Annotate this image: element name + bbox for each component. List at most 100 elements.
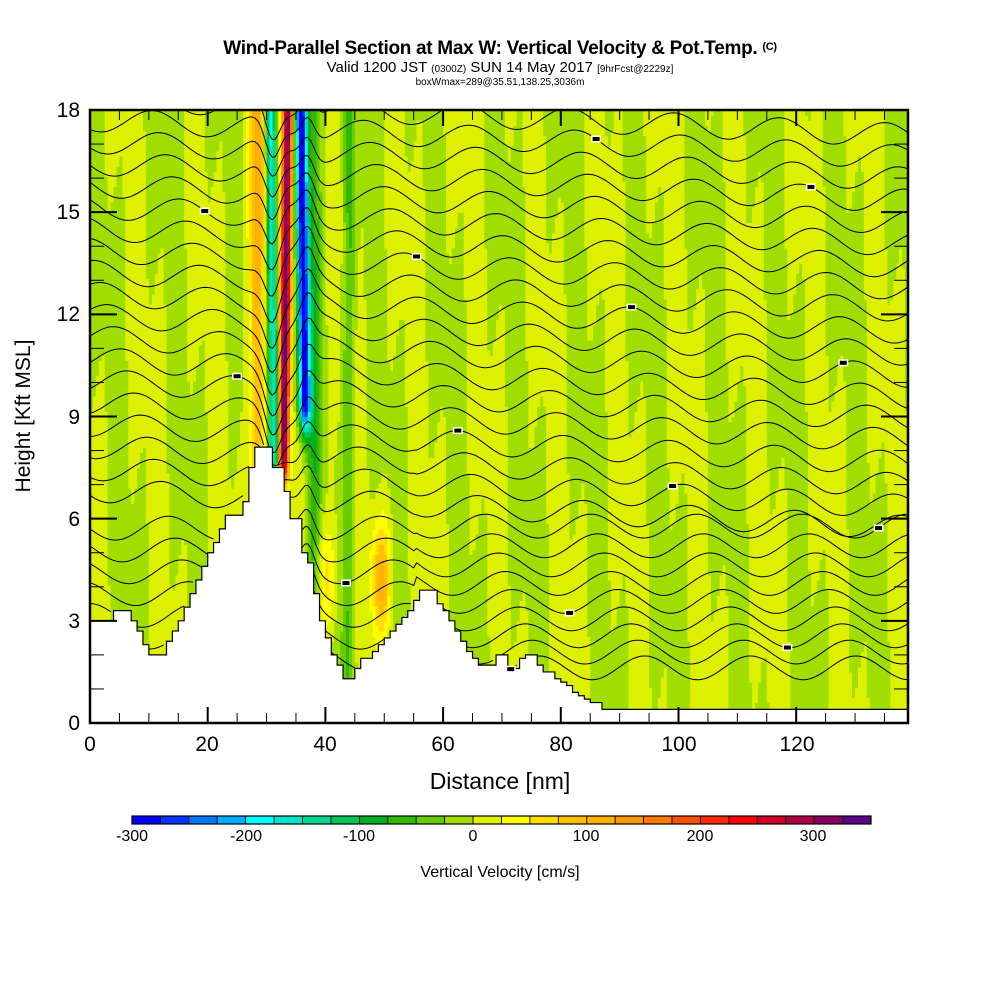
field-cell bbox=[375, 554, 379, 607]
field-cell bbox=[272, 130, 276, 310]
field-cell bbox=[831, 401, 836, 723]
field-cell bbox=[490, 110, 494, 356]
field-cell bbox=[899, 247, 903, 723]
field-cell bbox=[213, 171, 218, 683]
field-cell bbox=[872, 110, 877, 494]
field-cell bbox=[363, 299, 368, 709]
field-cell bbox=[163, 304, 168, 723]
field-cell bbox=[281, 457, 285, 464]
field-cell bbox=[184, 110, 188, 249]
contour-label-glyph bbox=[839, 360, 847, 365]
field-cell bbox=[116, 110, 121, 167]
field-cell bbox=[443, 110, 447, 137]
field-cell bbox=[731, 110, 735, 418]
field-cell bbox=[475, 110, 479, 535]
field-cell bbox=[298, 416, 303, 423]
field-cell bbox=[119, 155, 123, 663]
field-cell bbox=[407, 171, 412, 586]
field-cell bbox=[778, 110, 783, 469]
field-cell bbox=[478, 110, 482, 515]
field-cell bbox=[707, 130, 712, 576]
field-cell bbox=[849, 110, 853, 208]
field-cell bbox=[863, 110, 868, 300]
field-cell bbox=[631, 431, 635, 723]
field-cell bbox=[216, 110, 221, 152]
field-cell bbox=[781, 457, 786, 723]
field-cell bbox=[301, 421, 306, 428]
field-cell bbox=[702, 288, 706, 723]
colorbar-tick-label: 300 bbox=[799, 828, 827, 845]
field-cell bbox=[219, 140, 224, 647]
field-cell bbox=[819, 110, 824, 561]
field-cell bbox=[284, 110, 288, 116]
field-cell bbox=[301, 442, 306, 453]
field-cell bbox=[298, 355, 303, 397]
field-cell bbox=[307, 426, 312, 433]
field-cell bbox=[313, 472, 318, 545]
field-cell bbox=[316, 217, 321, 504]
colorbar-swatch bbox=[728, 815, 758, 825]
field-cell bbox=[113, 110, 118, 188]
field-cell bbox=[384, 110, 388, 249]
field-cell bbox=[743, 385, 747, 723]
field-cell bbox=[225, 360, 229, 637]
field-cell bbox=[675, 110, 680, 504]
x-tick-label: 100 bbox=[661, 733, 697, 756]
field-cell bbox=[343, 222, 347, 351]
field-cell bbox=[840, 355, 844, 723]
field-cell bbox=[440, 406, 444, 723]
field-cell bbox=[375, 533, 379, 556]
field-cell bbox=[463, 299, 468, 693]
field-cell bbox=[337, 110, 341, 423]
field-cell bbox=[363, 110, 368, 300]
field-cell bbox=[660, 191, 665, 678]
field-cell bbox=[490, 355, 494, 723]
field-cell bbox=[746, 523, 750, 723]
field-cell bbox=[481, 110, 485, 499]
field-cell bbox=[310, 431, 315, 458]
field-cell bbox=[690, 110, 694, 331]
field-cell bbox=[887, 641, 891, 723]
field-cell bbox=[410, 161, 415, 658]
field-cell bbox=[307, 324, 312, 377]
colorbar-swatch bbox=[444, 815, 474, 825]
field-cell bbox=[693, 110, 697, 310]
field-cell bbox=[301, 431, 306, 438]
theta-contour-line bbox=[90, 480, 908, 538]
field-cell bbox=[805, 110, 809, 116]
field-cell bbox=[284, 482, 288, 489]
field-cell bbox=[890, 299, 894, 723]
field-cell bbox=[769, 110, 774, 515]
field-cell bbox=[378, 528, 382, 545]
field-cell bbox=[190, 110, 194, 397]
colorbar-tick-label: 0 bbox=[468, 828, 478, 845]
field-cell bbox=[631, 110, 635, 433]
colorbar-swatch bbox=[273, 815, 303, 825]
field-cell bbox=[278, 380, 282, 448]
field-cell bbox=[540, 396, 544, 723]
colorbar-swatch bbox=[472, 815, 502, 825]
theta-contour-line bbox=[90, 370, 908, 436]
field-cell bbox=[113, 186, 118, 699]
field-cell bbox=[501, 309, 506, 723]
field-cell bbox=[301, 110, 306, 116]
theta-contour-line bbox=[90, 172, 908, 234]
field-cell bbox=[281, 293, 285, 336]
x-tick-label: 60 bbox=[431, 733, 455, 756]
x-tick-label: 40 bbox=[313, 733, 337, 756]
field-cell bbox=[654, 110, 659, 203]
field-cell bbox=[101, 355, 106, 723]
field-cell bbox=[793, 293, 797, 723]
field-cell bbox=[551, 232, 556, 723]
field-cell bbox=[466, 110, 471, 474]
field-cell bbox=[554, 217, 559, 723]
field-cell bbox=[451, 247, 456, 723]
field-cell bbox=[284, 237, 288, 361]
field-cell bbox=[310, 288, 315, 377]
field-cell bbox=[499, 110, 503, 305]
field-cell bbox=[410, 110, 415, 162]
field-cell bbox=[260, 253, 265, 535]
field-cell bbox=[584, 503, 588, 723]
field-cell bbox=[587, 110, 591, 341]
field-cell bbox=[210, 186, 215, 683]
